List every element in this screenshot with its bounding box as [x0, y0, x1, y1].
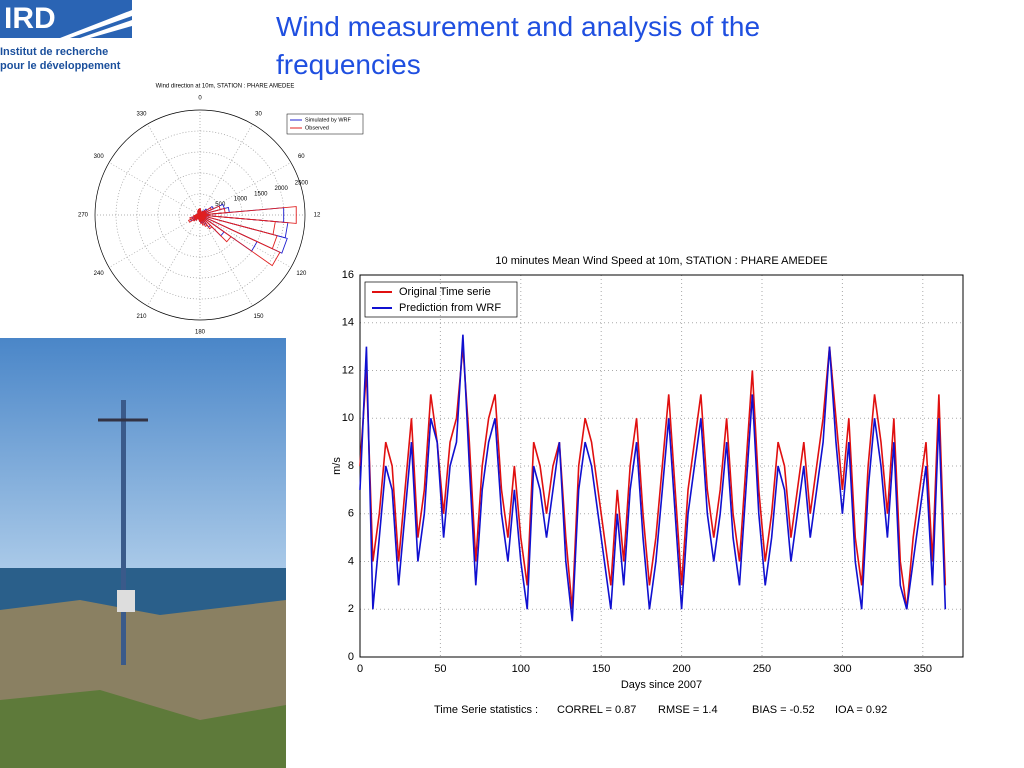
angle-label: 300 — [94, 154, 105, 160]
chart-title: Wind direction at 10m, STATION : PHARE A… — [156, 84, 295, 90]
y-tick-label: 8 — [348, 460, 354, 472]
spoke — [108, 214, 201, 268]
statistic: BIAS = -0.52 — [752, 704, 815, 716]
rose-sector — [199, 214, 258, 252]
r-tick-label: 1500 — [254, 191, 268, 197]
r-tick-label: 1000 — [234, 197, 248, 203]
photo — [0, 338, 286, 768]
x-tick-label: 250 — [753, 663, 771, 675]
rose-sector — [199, 214, 281, 267]
legend-label: Original Time serie — [399, 286, 491, 298]
logo-line: pour le développement — [0, 60, 121, 72]
photo-mast — [121, 400, 126, 665]
photo-sky — [0, 338, 286, 568]
legend-label: Prediction from WRF — [399, 302, 501, 314]
angle-label: 12 — [314, 213, 321, 219]
y-tick-label: 2 — [348, 603, 354, 615]
x-tick-label: 150 — [592, 663, 610, 675]
legend-box — [364, 281, 518, 318]
photo-box — [117, 590, 135, 612]
x-tick-label: 200 — [672, 663, 690, 675]
x-tick-label: 300 — [833, 663, 851, 675]
angle-label: 270 — [78, 213, 89, 219]
x-axis-label: Days since 2007 — [621, 679, 702, 691]
legend-box — [286, 113, 364, 135]
spoke — [147, 214, 201, 307]
angle-label: 210 — [136, 314, 147, 320]
slide-title: Wind measurement and analysis of the fre… — [276, 11, 761, 80]
y-tick-label: 6 — [348, 508, 354, 520]
rose-sector — [197, 208, 201, 216]
statistic: RMSE = 1.4 — [658, 704, 718, 716]
angle-label: 60 — [298, 154, 305, 160]
logo-text: IRD — [4, 2, 56, 35]
title-box: Wind measurement and analysis of the fre… — [276, 11, 761, 80]
series-line — [359, 346, 947, 610]
y-tick-label: 0 — [348, 651, 354, 663]
spoke — [108, 162, 201, 216]
logo: IRD Institut de recherche pour le dévelo… — [0, 0, 132, 72]
spoke — [199, 162, 292, 216]
spoke — [199, 123, 253, 216]
y-tick-label: 4 — [348, 555, 354, 567]
spoke — [147, 123, 201, 216]
x-tick-label: 350 — [914, 663, 932, 675]
photo-grass — [0, 690, 286, 768]
y-tick-label: 10 — [342, 412, 354, 424]
angle-label: 30 — [255, 111, 262, 117]
r-tick-label: 2500 — [295, 180, 309, 186]
y-axis-label: m/s — [331, 457, 343, 475]
angle-label: 150 — [253, 314, 264, 320]
angle-label: 330 — [136, 111, 147, 117]
statistic: CORREL = 0.87 — [557, 704, 636, 716]
y-tick-label: 14 — [342, 317, 354, 329]
spoke — [199, 214, 292, 268]
angle-label: 0 — [198, 96, 202, 102]
y-tick-label: 16 — [342, 269, 354, 281]
angle-label: 120 — [296, 271, 307, 277]
statistic: Time Serie statistics : — [434, 704, 538, 716]
legend-label: Observed — [305, 125, 329, 131]
statistic: IOA = 0.92 — [835, 704, 887, 716]
legend-label: Simulated by WRF — [305, 117, 351, 123]
x-tick-label: 50 — [434, 663, 446, 675]
outer-circle — [94, 109, 306, 321]
logo-stripes — [60, 10, 132, 38]
series-line — [359, 334, 947, 622]
y-tick-label: 12 — [342, 364, 354, 376]
spoke — [199, 214, 253, 307]
rose-sector — [199, 214, 232, 243]
angle-label: 180 — [195, 330, 206, 336]
x-tick-label: 0 — [357, 663, 363, 675]
angle-label: 240 — [94, 271, 105, 277]
x-tick-label: 100 — [512, 663, 530, 675]
logo-line: Institut de recherche — [0, 46, 108, 58]
chart-title: 10 minutes Mean Wind Speed at 10m, STATI… — [495, 255, 827, 267]
r-tick-label: 2000 — [274, 186, 288, 192]
